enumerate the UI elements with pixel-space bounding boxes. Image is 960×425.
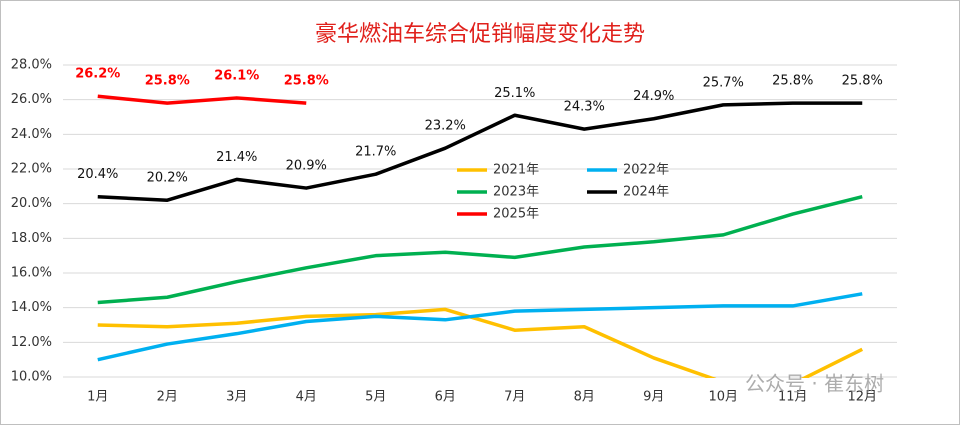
x-tick-label: 2月 xyxy=(157,390,178,405)
y-tick-label: 12.0% xyxy=(11,335,52,350)
y-tick-label: 22.0% xyxy=(11,162,52,177)
data-label: 23.2% xyxy=(425,119,466,134)
data-label: 20.2% xyxy=(147,171,188,186)
series-line xyxy=(97,307,864,378)
y-tick-label: 26.0% xyxy=(11,92,52,107)
data-label: 21.7% xyxy=(355,145,396,160)
y-tick-label: 28.0% xyxy=(11,58,52,73)
watermark: 公众号 · 崔东树 xyxy=(745,372,884,396)
y-tick-label: 20.0% xyxy=(11,196,52,211)
data-label: 24.3% xyxy=(564,100,605,115)
data-label: 25.8% xyxy=(772,74,813,89)
legend-label: 2023年 xyxy=(493,185,539,200)
data-label: 26.2% xyxy=(75,67,120,82)
legend-label: 2022年 xyxy=(623,163,669,178)
x-tick-label: 6月 xyxy=(435,390,456,405)
data-label: 26.1% xyxy=(214,68,259,83)
series-line xyxy=(97,101,863,202)
x-tick-label: 8月 xyxy=(574,390,595,405)
x-tick-label: 12月 xyxy=(847,390,877,405)
x-tick-label: 1月 xyxy=(87,390,108,405)
legend-label: 2024年 xyxy=(623,185,669,200)
legend-label: 2021年 xyxy=(493,163,539,178)
y-tick-label: 16.0% xyxy=(11,266,52,281)
y-tick-label: 10.0% xyxy=(11,370,52,385)
x-tick-label: 9月 xyxy=(643,390,664,405)
series-line xyxy=(97,292,863,362)
data-label: 25.7% xyxy=(703,75,744,90)
y-tick-label: 24.0% xyxy=(11,127,52,142)
plot-lines xyxy=(97,94,864,378)
data-label: 20.9% xyxy=(286,159,327,174)
data-label: 25.8% xyxy=(842,74,883,89)
data-label: 21.4% xyxy=(216,150,257,165)
legend-label: 2025年 xyxy=(493,207,539,222)
data-label: 25.8% xyxy=(284,74,329,89)
x-tick-label: 11月 xyxy=(778,390,808,405)
x-tick-label: 7月 xyxy=(504,390,525,405)
x-tick-label: 3月 xyxy=(226,390,247,405)
x-tick-label: 5月 xyxy=(365,390,386,405)
series-line xyxy=(97,195,863,305)
data-label: 25.8% xyxy=(145,74,190,89)
data-label: 24.9% xyxy=(633,89,674,104)
data-label: 25.1% xyxy=(494,86,535,101)
y-tick-label: 18.0% xyxy=(11,231,52,246)
series-line xyxy=(97,94,307,105)
data-label: 20.4% xyxy=(77,167,118,182)
x-tick-label: 4月 xyxy=(296,390,317,405)
y-tick-label: 14.0% xyxy=(11,300,52,315)
chart-title: 豪华燃油车综合促销幅度变化走势 xyxy=(315,22,645,47)
x-tick-label: 10月 xyxy=(708,390,738,405)
